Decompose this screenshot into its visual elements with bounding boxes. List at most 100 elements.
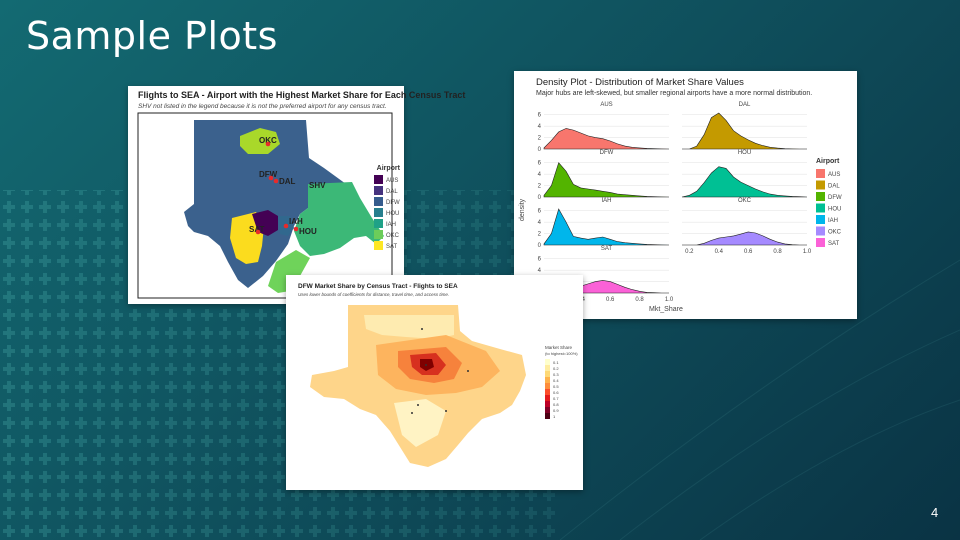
- map1-label-iah: IAH: [289, 217, 303, 226]
- map1-legend-dfw: DFW: [386, 200, 400, 206]
- map2-subtitle: Uses lower bounds of coefficients for di…: [298, 292, 450, 297]
- region-sat: [230, 212, 264, 264]
- legend-swatch-okc: [816, 226, 825, 236]
- y-tick-label: 4: [538, 172, 542, 178]
- facet-label-iah: IAH: [601, 198, 611, 204]
- facet-label-hou: HOU: [738, 150, 751, 156]
- dfw-market-share-panel: DFW Market Share by Census Tract - Fligh…: [286, 275, 583, 490]
- legend-label-aus: AUS: [828, 172, 840, 178]
- facet-label-okc: OKC: [738, 198, 752, 204]
- density-ylabel: density: [519, 198, 526, 221]
- map1-label-okc: OKC: [259, 136, 277, 145]
- y-tick-label: 2: [538, 232, 542, 238]
- x-tick-label: 0.8: [635, 297, 644, 303]
- region-okc: [240, 128, 280, 154]
- x-tick-label: 0.2: [685, 249, 694, 255]
- facet-label-dal: DAL: [739, 102, 751, 108]
- density-area-hou: [681, 166, 808, 198]
- x-tick-label: 0.6: [606, 297, 615, 303]
- region-aus: [252, 210, 278, 236]
- share-ok-light: [364, 315, 454, 339]
- y-tick-label: 0: [538, 195, 542, 201]
- map1-legend: Airport AUS DAL DFW HOU IAH OKC SAT: [374, 165, 401, 250]
- y-tick-label: 6: [538, 113, 542, 119]
- map1-label-shv: SHV: [309, 181, 326, 190]
- density-legend: Airport AUS DAL DFW HOU IAH OKC SAT: [816, 158, 842, 247]
- map1-label-dfw: DFW: [259, 170, 278, 179]
- y-tick-label: 2: [538, 184, 542, 190]
- map2-legend-0: 0.1: [553, 360, 559, 365]
- map1-legend-iah: IAH: [386, 222, 396, 228]
- legend-label-dal: DAL: [828, 184, 840, 190]
- map2-title: DFW Market Share by Census Tract - Fligh…: [298, 283, 458, 290]
- y-tick-label: 6: [538, 209, 542, 215]
- airport-map: OKC DFW DAL SHV IAH HOU SAT Airport: [137, 112, 401, 299]
- legend-label-okc: OKC: [828, 230, 842, 236]
- region-dfw: [184, 120, 350, 288]
- map2-legend-5: 0.6: [553, 390, 559, 395]
- map1-legend-okc: OKC: [386, 233, 400, 239]
- facet-label-dfw: DFW: [600, 150, 614, 156]
- region-hou: [294, 182, 384, 256]
- density-area-okc: [682, 231, 807, 246]
- legend-swatch-hou: [816, 203, 825, 213]
- legend-label-hou: HOU: [828, 207, 841, 213]
- map1-subtitle: SHV not listed in the legend because it …: [138, 103, 387, 110]
- y-tick-label: 0: [538, 147, 542, 153]
- density-panels: AUS 0 2 4 6 DAL DFW 0 2 4 6 HOU IAH 0 2 4 6 OKC 0.2 0.4 0.6 0…: [538, 102, 812, 303]
- map2-legend-8: 0.9: [553, 408, 559, 413]
- map1-label-hou: HOU: [299, 227, 317, 236]
- density-subtitle: Major hubs are left-skewed, but smaller …: [536, 90, 813, 97]
- legend-swatch-dfw: [816, 192, 825, 201]
- x-tick-label: 0.4: [715, 249, 724, 255]
- map1-label-dal: DAL: [279, 177, 296, 186]
- y-tick-label: 4: [538, 124, 542, 130]
- density-title: Density Plot - Distribution of Market Sh…: [536, 77, 744, 88]
- legend-label-sat: SAT: [828, 241, 840, 247]
- density-legend-title: Airport: [816, 158, 840, 165]
- map1-title: Flights to SEA - Airport with the Highes…: [138, 90, 466, 100]
- y-tick-label: 6: [538, 161, 542, 167]
- x-tick-label: 0.8: [773, 249, 782, 255]
- map2-legend-subtitle: (to highest=100%): [545, 351, 578, 356]
- y-tick-label: 4: [538, 220, 542, 226]
- legend-swatch-aus: [816, 169, 825, 178]
- x-tick-label: 0.6: [744, 249, 753, 255]
- density-xlabel: Mkt_Share: [649, 306, 683, 313]
- map2-legend-7: 0.8: [553, 402, 559, 407]
- share-south-light: [394, 399, 446, 447]
- map1-label-sat: SAT: [249, 225, 265, 234]
- density-area-dfw: [543, 162, 670, 198]
- map1-legend-hou: HOU: [386, 211, 399, 217]
- map2-legend-6: 0.7: [553, 396, 559, 401]
- airport-map-panel: Flights to SEA - Airport with the Highes…: [128, 86, 465, 304]
- map1-legend-sat: SAT: [386, 244, 398, 250]
- facet-label-sat: SAT: [601, 246, 613, 252]
- map2-legend-9: 1: [553, 414, 556, 419]
- y-tick-label: 4: [538, 268, 542, 274]
- map2-legend-4: 0.5: [553, 384, 559, 389]
- map1-legend-aus: AUS: [386, 178, 398, 184]
- y-tick-label: 6: [538, 257, 542, 263]
- density-area-iah: [543, 208, 670, 246]
- map2-legend-title: Market Share: [545, 345, 573, 350]
- map2-legend-3: 0.4: [553, 378, 559, 383]
- legend-swatch-sat: [816, 238, 825, 247]
- x-tick-label: 1.0: [665, 297, 674, 303]
- map2-legend-2: 0.3: [553, 372, 559, 377]
- slide-title: Sample Plots: [26, 14, 278, 58]
- legend-swatch-dal: [816, 180, 825, 190]
- y-tick-label: 2: [538, 136, 542, 142]
- y-tick-label: 0: [538, 243, 542, 249]
- map1-legend-dal: DAL: [386, 189, 398, 195]
- page-number: 4: [931, 505, 939, 520]
- density-area-aus: [543, 128, 670, 150]
- region-sat-south: [268, 250, 310, 293]
- dfw-share-map: Market Share (to highest=100%) 0.1 0.2 0…: [310, 305, 578, 467]
- legend-label-dfw: DFW: [828, 195, 842, 201]
- map2-legend: Market Share (to highest=100%) 0.1 0.2 0…: [545, 345, 578, 419]
- legend-swatch-iah: [816, 215, 825, 224]
- map2-legend-1: 0.2: [553, 366, 559, 371]
- facet-label-aus: AUS: [600, 102, 612, 108]
